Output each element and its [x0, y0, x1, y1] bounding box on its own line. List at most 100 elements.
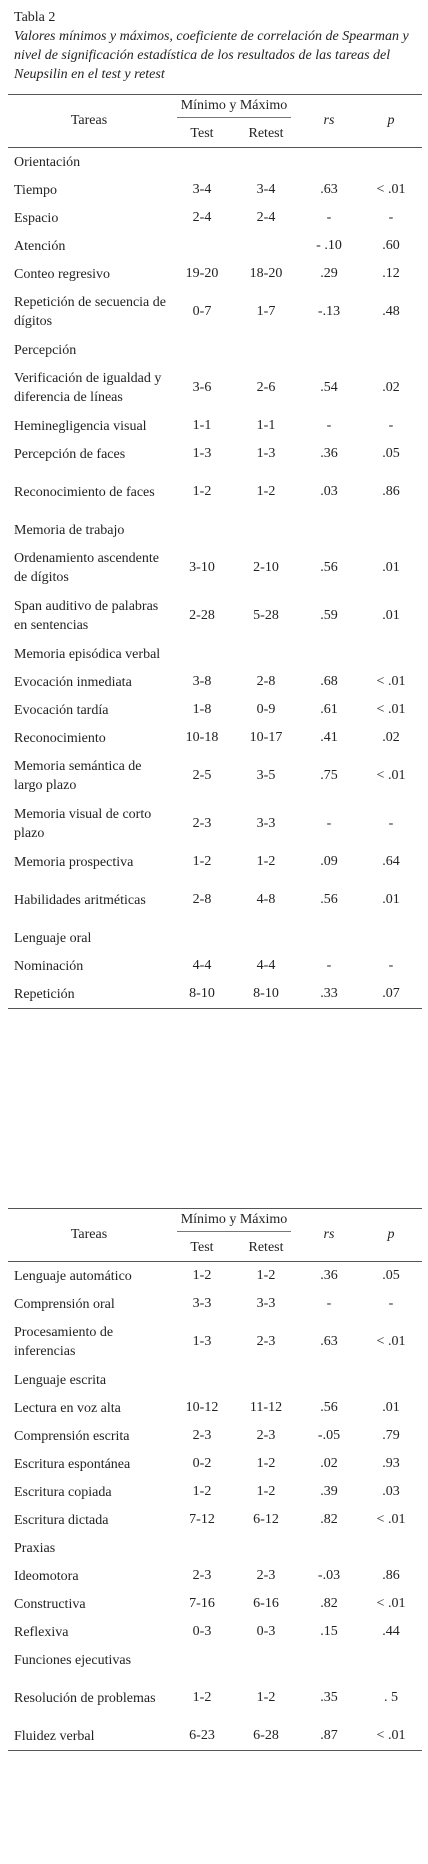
test-range — [170, 1366, 234, 1394]
test-range: 7-16 — [189, 1596, 215, 1611]
rs-value: - — [326, 1296, 332, 1311]
task-name: Evocación inmediata — [14, 674, 132, 690]
table-row: Escritura espontánea 0-2 1-2 .02 .93 — [8, 1450, 422, 1478]
retest-range — [234, 516, 298, 544]
test-range — [170, 924, 234, 952]
task-name: Memoria de trabajo — [14, 522, 125, 538]
rs-value: .03 — [320, 484, 338, 499]
test-range: 1-1 — [192, 418, 212, 433]
header-test: Test — [170, 1235, 234, 1262]
header-minmax-label: Mínimo y Máximo — [176, 98, 292, 118]
rs-value: .56 — [320, 560, 338, 575]
rs-value — [298, 1366, 360, 1394]
test-range: 3-4 — [192, 182, 212, 197]
p-value: .01 — [382, 1400, 400, 1415]
test-range: 2-3 — [192, 1428, 212, 1443]
test-range — [170, 1646, 234, 1674]
retest-range: 3-3 — [256, 816, 276, 831]
retest-range — [234, 640, 298, 668]
task-name: Memoria episódica verbal — [14, 646, 161, 662]
p-value: < .01 — [376, 768, 406, 783]
header-tareas: Tareas — [8, 94, 170, 148]
table-row: Lectura en voz alta 10-12 11-12 .56 .01 — [8, 1394, 422, 1422]
task-name: Fluidez verbal — [8, 1722, 170, 1751]
task-name: Escritura dictada — [14, 1512, 109, 1528]
rs-value — [298, 336, 360, 364]
task-name: Constructiva — [14, 1596, 86, 1612]
test-range: 1-2 — [192, 1484, 212, 1499]
p-value — [360, 640, 422, 668]
task-name: Escritura copiada — [14, 1484, 112, 1500]
p-value: < .01 — [376, 674, 406, 689]
retest-range: 1-1 — [256, 418, 276, 433]
table-row: Memoria semántica de largo plazo 2-5 3-5 .7… — [8, 752, 422, 800]
p-value: .01 — [382, 608, 400, 623]
p-value: .86 — [382, 484, 400, 499]
test-range: 2-3 — [192, 816, 212, 831]
table-row: Repetición de secuencia de dígitos 0-7 1-7… — [8, 288, 422, 336]
test-range — [170, 516, 234, 544]
retest-range: 11-12 — [249, 1400, 283, 1415]
rs-value: .41 — [320, 730, 338, 745]
p-value — [360, 148, 422, 177]
rs-value — [298, 924, 360, 952]
retest-range: 6-16 — [253, 1596, 279, 1611]
task-name: Memoria prospectiva — [14, 854, 134, 870]
test-range: 0-2 — [192, 1456, 212, 1471]
task-name: Evocación tardía — [14, 702, 109, 718]
header-tareas: Tareas — [8, 1208, 170, 1262]
task-name: Habilidades aritméticas — [14, 892, 146, 908]
rs-value: .02 — [320, 1456, 338, 1471]
rs-value: .33 — [298, 980, 360, 1009]
retest-range: 4-4 — [256, 958, 276, 973]
task-name: Espacio — [14, 210, 59, 226]
test-range: 3-10 — [189, 560, 215, 575]
p-value: < .01 — [360, 1722, 422, 1751]
test-range: 8-10 — [170, 980, 234, 1009]
table-row: Atención - .10 .60 — [8, 232, 422, 260]
p-value: .01 — [382, 892, 400, 907]
table-row: Memoria visual de corto plazo 2-3 3-3 - - — [8, 800, 422, 848]
retest-range: 3-5 — [256, 768, 276, 783]
retest-range — [234, 1646, 298, 1674]
table-row: Conteo regresivo 19-20 18-20 .29 .12 — [8, 260, 422, 288]
task-name: Funciones ejecutivas — [14, 1652, 132, 1668]
retest-range: 5-28 — [253, 608, 279, 623]
header-minmax: Mínimo y Máximo — [170, 1208, 298, 1235]
p-value: .86 — [382, 1568, 400, 1583]
test-range: 10-12 — [185, 1400, 219, 1415]
test-range: 2-8 — [192, 892, 212, 907]
section-row: Lenguaje oral — [8, 924, 422, 952]
rs-value: .56 — [320, 892, 338, 907]
table-row: Ideomotora 2-3 2-3 -.03 .86 — [8, 1562, 422, 1590]
rs-value — [298, 148, 360, 177]
p-value: .02 — [382, 730, 400, 745]
p-value: < .01 — [376, 1334, 406, 1349]
p-value: - — [388, 210, 394, 225]
retest-range: 8-10 — [234, 980, 298, 1009]
rs-value: .54 — [320, 380, 338, 395]
task-name: Comprensión oral — [14, 1296, 115, 1312]
test-range: 1-3 — [192, 446, 212, 461]
task-name: Lenguaje automático — [14, 1268, 132, 1284]
retest-range: 2-10 — [253, 560, 279, 575]
retest-range: 2-3 — [256, 1334, 276, 1349]
rs-value: .61 — [320, 702, 338, 717]
retest-range — [234, 1534, 298, 1562]
task-name: Orientación — [14, 154, 81, 170]
test-range: 2-5 — [192, 768, 212, 783]
table-row: Memoria prospectiva 1-2 1-2 .09 .64 — [8, 848, 422, 876]
task-name: Lenguaje oral — [14, 930, 92, 946]
test-range: 4-4 — [192, 958, 212, 973]
p-value — [360, 1366, 422, 1394]
header-minmax-label: Mínimo y Máximo — [176, 1212, 292, 1232]
test-range: 19-20 — [185, 266, 219, 281]
retest-range — [234, 336, 298, 364]
p-value: .64 — [382, 854, 400, 869]
retest-range: 6-12 — [253, 1512, 279, 1527]
task-name: Nominación — [14, 958, 84, 974]
table-row: Evocación tardía 1-8 0-9 .61 < .01 — [8, 696, 422, 724]
test-range: 10-18 — [185, 730, 219, 745]
test-range — [170, 640, 234, 668]
